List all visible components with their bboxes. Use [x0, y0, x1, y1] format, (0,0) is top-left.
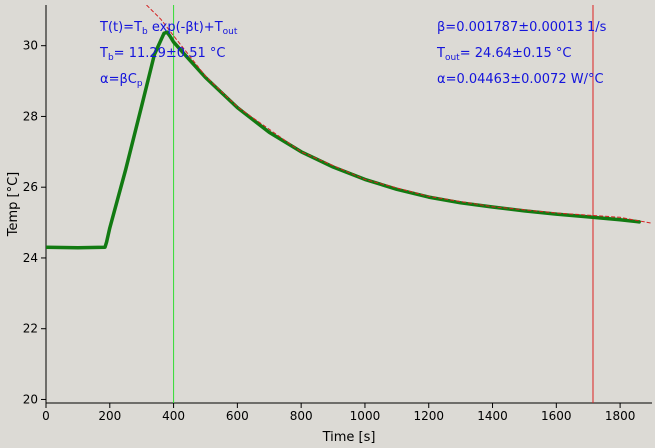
- alpha-definition: α=βCp: [100, 72, 143, 89]
- fit-curve-line: [146, 5, 652, 224]
- y-tick-label: 22: [23, 322, 38, 336]
- y-tick-label: 26: [23, 180, 38, 194]
- measured-series-line: [46, 30, 641, 250]
- y-tick-label: 30: [23, 39, 38, 53]
- plot-area: [46, 5, 652, 403]
- model-equation: T(t)=Tb exp(-βt)+Tout: [100, 20, 238, 37]
- y-tick-label: 24: [23, 251, 38, 265]
- x-tick-label: 1800: [605, 409, 636, 423]
- x-tick-label: 800: [290, 409, 313, 423]
- y-axis-label: Temp [°C]: [6, 172, 21, 238]
- tout-value: Tout= 24.64±0.15 °C: [437, 46, 572, 63]
- alpha-value: α=0.04463±0.0072 W/°C: [437, 72, 604, 87]
- y-tick-label: 20: [23, 392, 38, 406]
- x-tick-label: 600: [226, 409, 249, 423]
- x-tick-label: 1600: [541, 409, 572, 423]
- x-tick-label: 400: [162, 409, 185, 423]
- x-tick-label: 200: [98, 409, 121, 423]
- x-axis-label: Time [s]: [322, 430, 376, 445]
- x-tick-label: 1200: [413, 409, 444, 423]
- x-tick-label: 0: [42, 409, 50, 423]
- x-tick-label: 1400: [477, 409, 508, 423]
- x-tick-label: 1000: [350, 409, 381, 423]
- y-tick-label: 28: [23, 109, 38, 123]
- tb-value: Tb= 11.29±0.51 °C: [100, 46, 226, 63]
- beta-value: β=0.001787±0.00013 1/s: [437, 20, 607, 35]
